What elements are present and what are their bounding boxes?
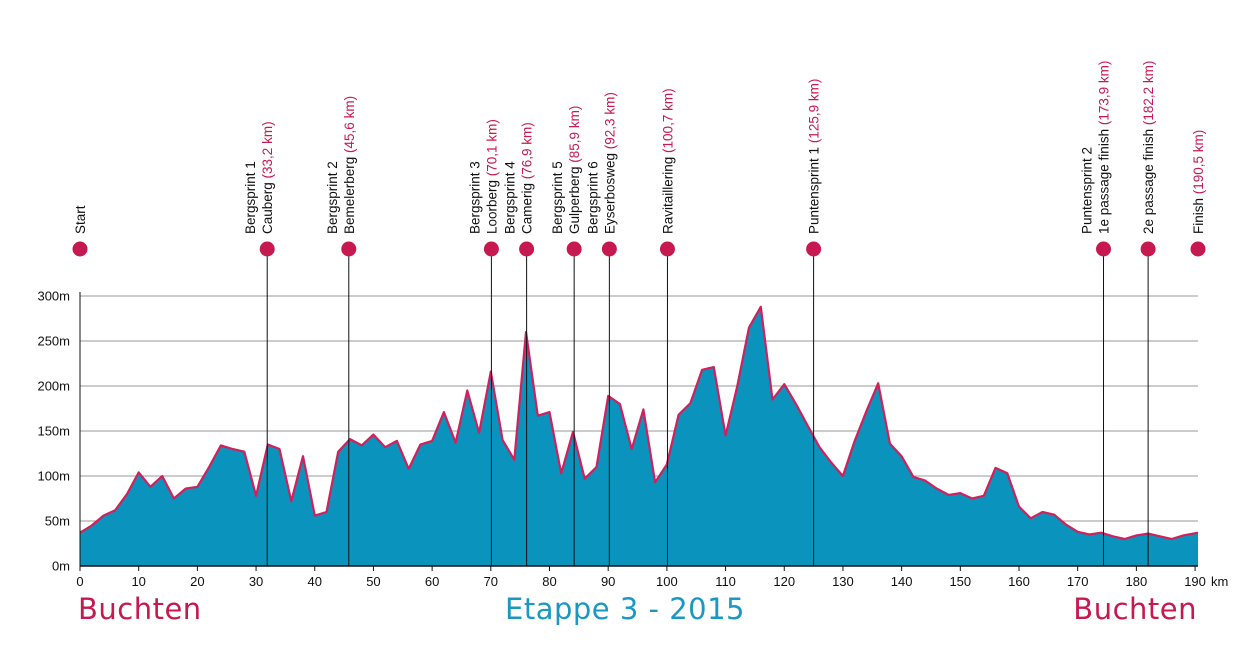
marker-distance: (45,6 km) bbox=[342, 96, 357, 157]
marker-label: Bergsprint 3 bbox=[467, 161, 482, 234]
marker-dot bbox=[1140, 241, 1156, 257]
marker-label: Loorberg (70,1 km) bbox=[484, 119, 499, 234]
marker-label: 1e passage finish (173,9 km) bbox=[1097, 61, 1112, 234]
marker-4: Bergsprint 3 Loorberg (70,1 km) bbox=[467, 119, 499, 566]
marker-label: Start bbox=[73, 205, 88, 234]
marker-dot bbox=[483, 241, 499, 257]
marker-11: 2e passage finish (182,2 km) bbox=[1140, 61, 1156, 566]
marker-3: Bergsprint 2 Bemelerberg (45,6 km) bbox=[325, 96, 357, 566]
marker-dot bbox=[519, 241, 535, 257]
marker-label: Bergsprint 1 bbox=[243, 161, 258, 234]
x-tick-label: 50 bbox=[366, 574, 380, 589]
marker-label: Bergsprint 4 bbox=[503, 161, 518, 234]
marker-12: Finish (190,5 km) bbox=[1190, 130, 1206, 257]
y-tick-label: 200m bbox=[37, 379, 70, 394]
x-tick-label: 110 bbox=[715, 574, 736, 589]
x-tick-label: 0 bbox=[76, 574, 83, 589]
start-city-label: Buchten bbox=[78, 592, 202, 626]
marker-label: Eyserbosweg (92,3 km) bbox=[602, 92, 617, 234]
y-tick-label: 0m bbox=[52, 559, 70, 574]
marker-dot bbox=[1096, 241, 1112, 257]
marker-label: 2e passage finish (182,2 km) bbox=[1141, 61, 1156, 234]
marker-label: Ravitaillering (100,7 km) bbox=[661, 88, 676, 234]
elevation-area bbox=[80, 306, 1198, 566]
x-tick-label: 100 bbox=[656, 574, 678, 589]
marker-dot bbox=[259, 241, 275, 257]
y-tick-label: 300m bbox=[37, 289, 70, 304]
x-tick-label: 60 bbox=[425, 574, 439, 589]
marker-distance: (70,1 km) bbox=[484, 119, 499, 180]
x-tick-label: 120 bbox=[773, 574, 795, 589]
x-unit-label: km bbox=[1211, 574, 1228, 589]
marker-distance: (125,9 km) bbox=[807, 79, 822, 147]
marker-2: Bergsprint 1 Cauberg (33,2 km) bbox=[243, 121, 275, 566]
marker-dot bbox=[601, 241, 617, 257]
x-tick-label: 90 bbox=[601, 574, 615, 589]
marker-1: Start bbox=[72, 205, 88, 257]
elevation-outline bbox=[79, 305, 1199, 541]
finish-city-label: Buchten bbox=[1073, 592, 1197, 626]
marker-distance: (190,5 km) bbox=[1191, 130, 1206, 198]
marker-label: Bergsprint 5 bbox=[550, 161, 565, 234]
marker-dot bbox=[72, 241, 88, 257]
x-tick-label: 10 bbox=[131, 574, 145, 589]
marker-distance: (76,9 km) bbox=[520, 122, 535, 183]
marker-dot bbox=[806, 241, 822, 257]
marker-label: Cauberg (33,2 km) bbox=[260, 121, 275, 234]
marker-label: Bergsprint 2 bbox=[325, 161, 340, 234]
marker-dot bbox=[659, 241, 675, 257]
marker-distance: (100,7 km) bbox=[661, 88, 676, 156]
y-tick-label: 100m bbox=[37, 469, 70, 484]
route-markers: Start Bergsprint 1 Cauberg (33,2 km)Bergsp… bbox=[72, 61, 1206, 566]
marker-distance: (173,9 km) bbox=[1097, 61, 1112, 129]
marker-label: Bergsprint 6 bbox=[585, 161, 600, 234]
marker-label: Bemelerberg (45,6 km) bbox=[342, 96, 357, 234]
marker-distance: (85,9 km) bbox=[567, 106, 582, 167]
x-tick-label: 20 bbox=[190, 574, 204, 589]
marker-9: Puntensprint 1 (125,9 km) bbox=[806, 79, 822, 566]
x-tick-label: 150 bbox=[949, 574, 971, 589]
stage-title: Etappe 3 - 2015 bbox=[505, 592, 745, 626]
x-tick-label: 80 bbox=[542, 574, 556, 589]
marker-dot bbox=[341, 241, 357, 257]
marker-8: Ravitaillering (100,7 km) bbox=[659, 88, 676, 566]
marker-distance: (182,2 km) bbox=[1141, 61, 1156, 129]
x-tick-label: 180 bbox=[1126, 574, 1148, 589]
marker-5: Bergsprint 4 Camerig (76,9 km) bbox=[503, 122, 535, 566]
marker-label: Camerig (76,9 km) bbox=[520, 122, 535, 234]
marker-label: Puntensprint 2 bbox=[1080, 147, 1095, 234]
y-tick-label: 250m bbox=[37, 334, 70, 349]
marker-label: Finish (190,5 km) bbox=[1191, 130, 1206, 234]
y-tick-label: 50m bbox=[45, 514, 70, 529]
x-tick-label: 140 bbox=[891, 574, 913, 589]
marker-label: Gulperberg (85,9 km) bbox=[567, 106, 582, 234]
marker-dot bbox=[566, 241, 582, 257]
marker-distance: (33,2 km) bbox=[260, 121, 275, 182]
x-tick-label: 190 bbox=[1184, 574, 1206, 589]
marker-label: Puntensprint 1 (125,9 km) bbox=[807, 79, 822, 234]
marker-dot bbox=[1190, 241, 1206, 257]
x-tick-label: 170 bbox=[1067, 574, 1089, 589]
x-tick-label: 40 bbox=[308, 574, 322, 589]
x-tick-label: 70 bbox=[484, 574, 498, 589]
x-tick-label: 160 bbox=[1008, 574, 1030, 589]
x-tick-label: 30 bbox=[249, 574, 263, 589]
marker-6: Bergsprint 5 Gulperberg (85,9 km) bbox=[550, 106, 582, 566]
y-tick-label: 150m bbox=[37, 424, 70, 439]
marker-10: Puntensprint 2 1e passage finish (173,9 k… bbox=[1080, 61, 1112, 566]
axes: 0m 50m 100m 150m 200m 250m 300m 0 10 20 30 40 50 60 70… bbox=[37, 289, 1228, 590]
x-tick-label: 130 bbox=[832, 574, 854, 589]
marker-7: Bergsprint 6 Eyserbosweg (92,3 km) bbox=[585, 92, 617, 566]
marker-distance: (92,3 km) bbox=[602, 92, 617, 153]
